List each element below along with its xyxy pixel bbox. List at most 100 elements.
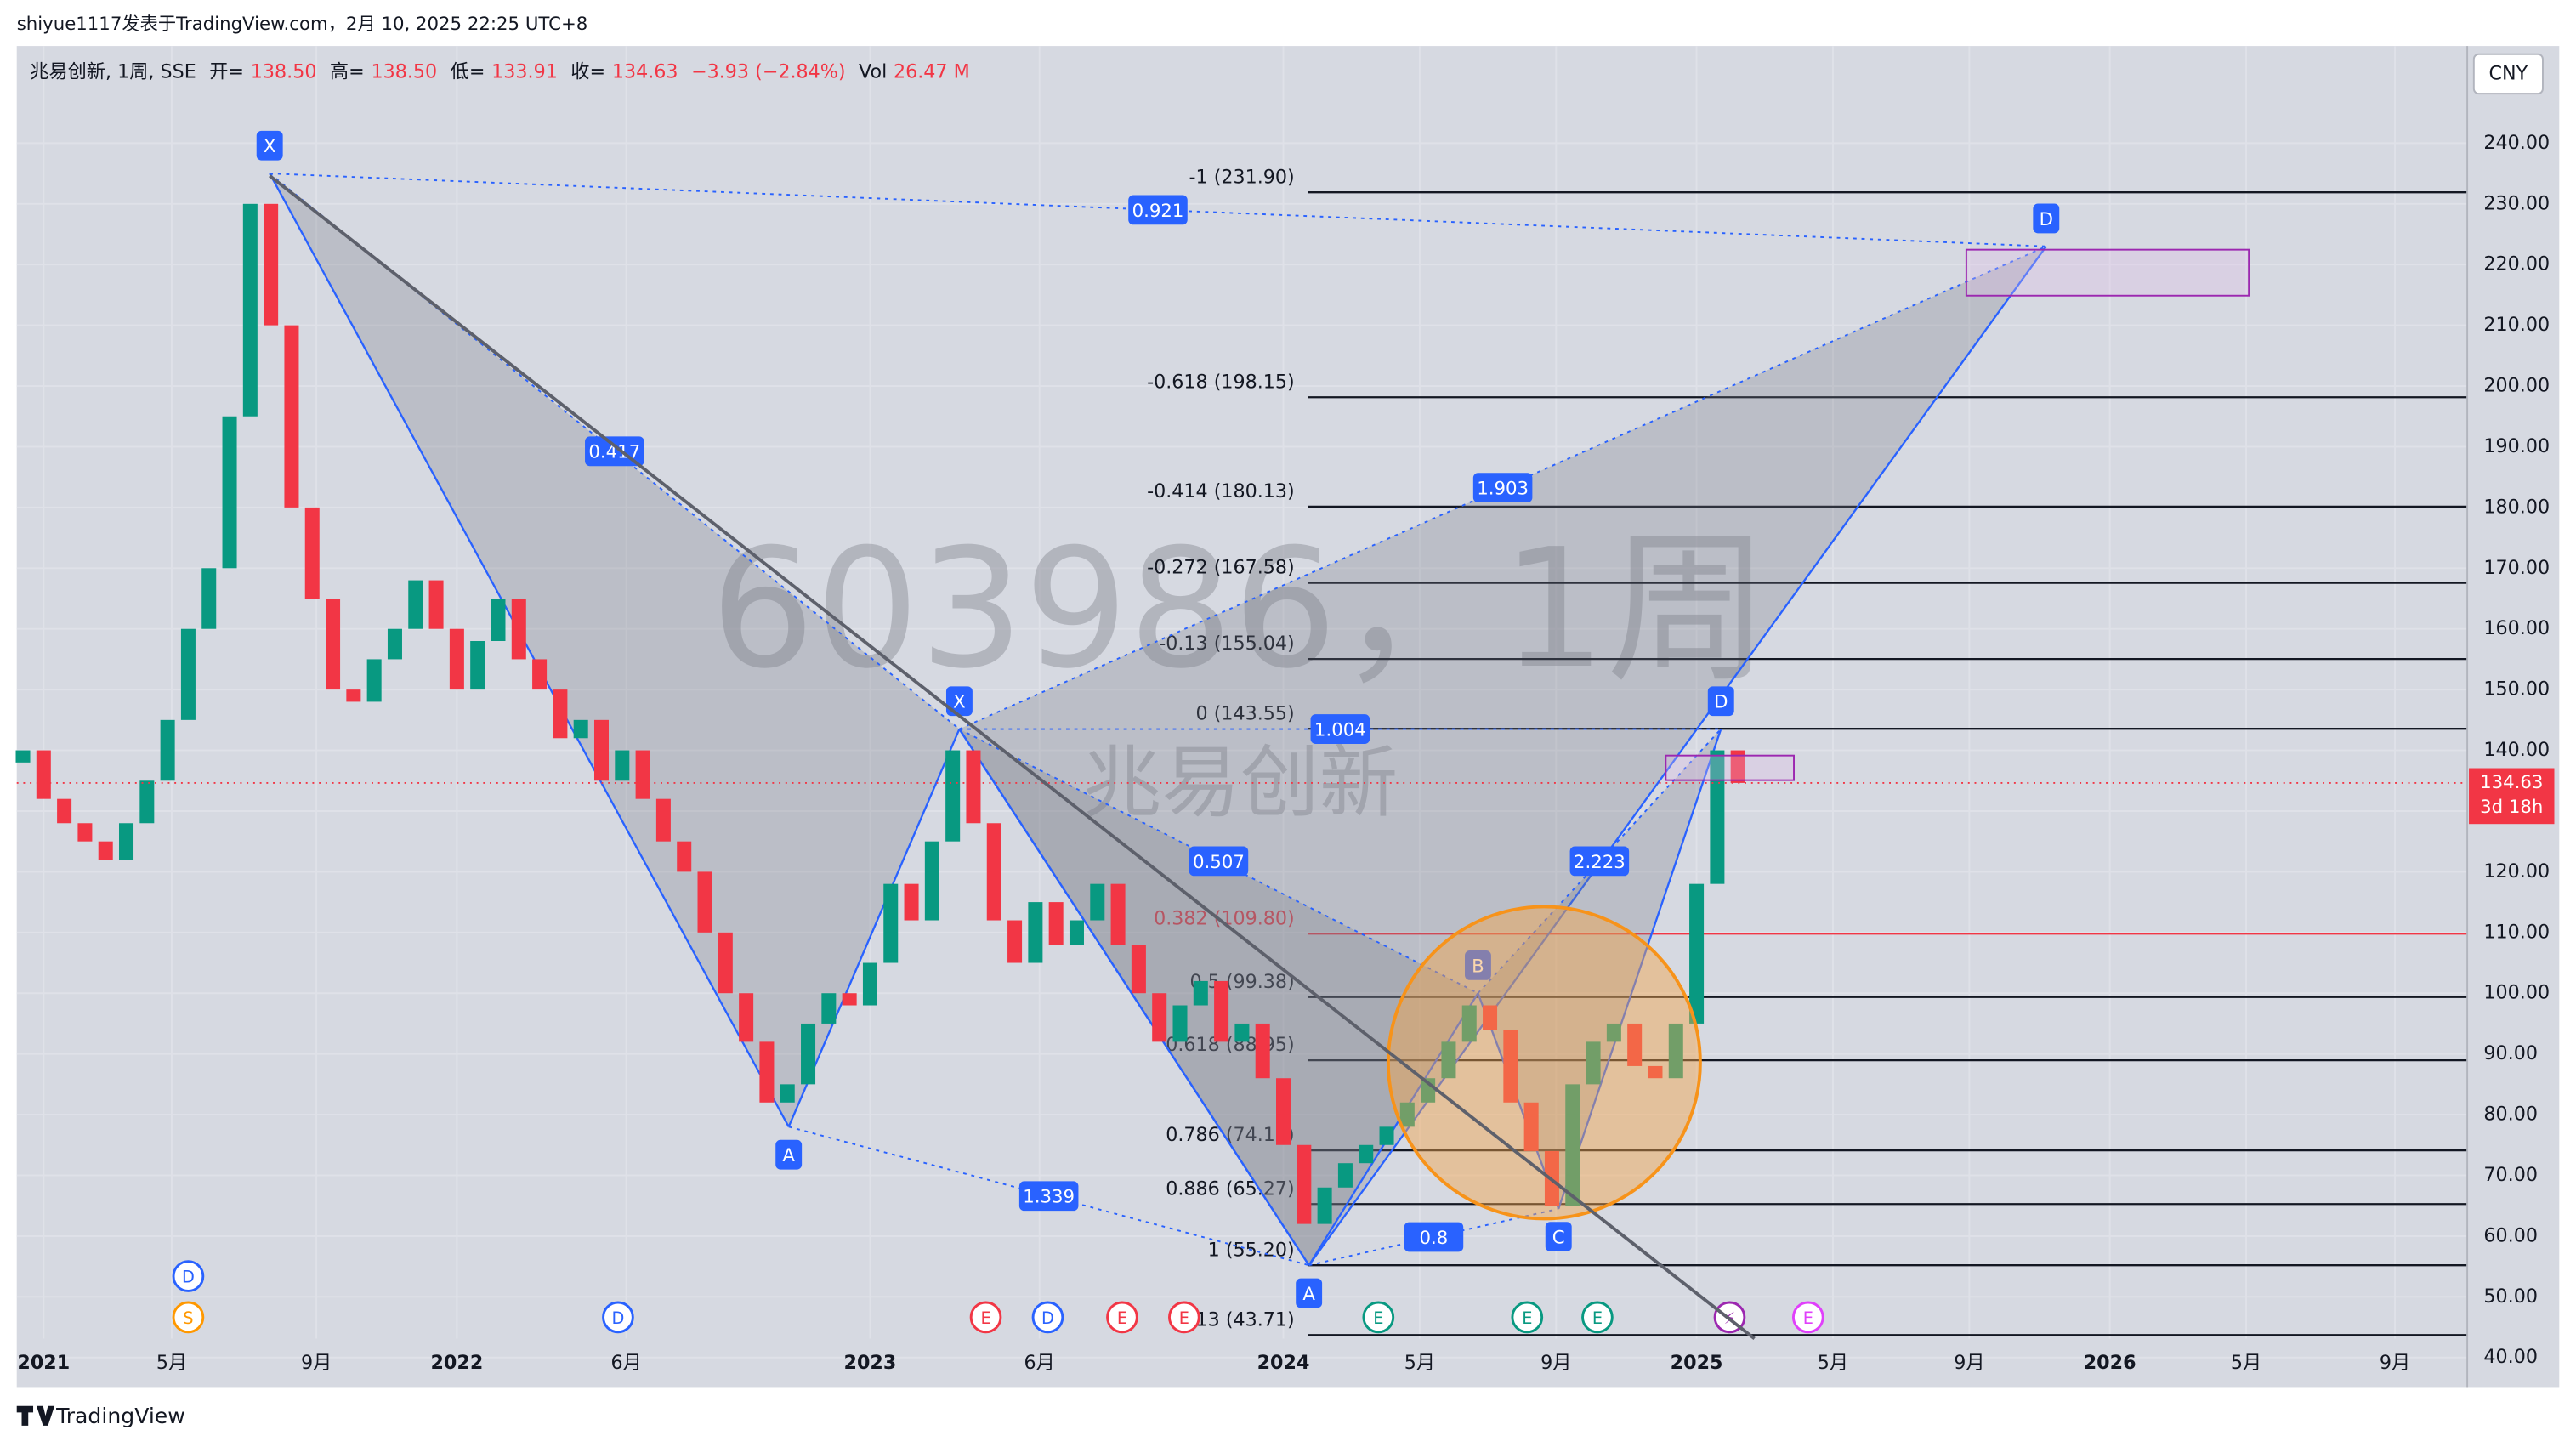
candle-body bbox=[1007, 920, 1023, 963]
candle-body bbox=[1730, 750, 1745, 783]
y-tick-label: 190.00 bbox=[2483, 435, 2550, 457]
candle-body bbox=[1399, 1102, 1415, 1127]
candle-body bbox=[655, 798, 671, 842]
point-badge bbox=[1545, 1222, 1572, 1251]
ratio-badge bbox=[1404, 1222, 1464, 1252]
event-marker bbox=[602, 1301, 634, 1334]
y-tick-label: 90.00 bbox=[2483, 1042, 2538, 1064]
chart-panel bbox=[16, 46, 2560, 1388]
event-letter: S bbox=[183, 1308, 193, 1328]
ratio-line bbox=[959, 245, 2047, 730]
legend-symbol: 兆易创新, 1周, SSE bbox=[30, 61, 196, 83]
candle-body bbox=[966, 750, 981, 824]
trend-line bbox=[269, 174, 1756, 1341]
candle-body bbox=[697, 871, 712, 933]
candle-body bbox=[945, 750, 961, 842]
candle-body bbox=[15, 750, 31, 763]
candle-body bbox=[1297, 1144, 1312, 1224]
candle-body bbox=[1172, 1005, 1188, 1042]
x-tick-label: 9月 bbox=[1540, 1352, 1571, 1374]
candle-body bbox=[1048, 902, 1064, 945]
candle-body bbox=[36, 750, 51, 799]
y-tick-label: 200.00 bbox=[2483, 375, 2550, 397]
highlight-circle bbox=[1386, 905, 1702, 1221]
candle-body bbox=[739, 993, 754, 1042]
x-tick-label: 5月 bbox=[1404, 1352, 1435, 1374]
fib-label: -0.618 (198.15) bbox=[1147, 371, 1295, 393]
pattern-shade bbox=[959, 246, 2046, 1266]
candle-body bbox=[1152, 993, 1167, 1042]
target-zone bbox=[1965, 248, 2250, 297]
point-label: B bbox=[1472, 956, 1484, 977]
legend-field-value: 138.50 bbox=[371, 61, 437, 83]
candle-body bbox=[842, 993, 857, 1006]
fib-label: 0.886 (65.27) bbox=[1166, 1177, 1295, 1200]
candle-body bbox=[1317, 1187, 1332, 1224]
candle-body bbox=[718, 932, 733, 994]
event-marker bbox=[1511, 1301, 1544, 1334]
fib-label: -1 (231.90) bbox=[1189, 166, 1295, 188]
candle-body bbox=[532, 659, 548, 690]
candle-body bbox=[553, 689, 568, 739]
candle-body bbox=[573, 719, 588, 739]
candle-body bbox=[1503, 1030, 1518, 1103]
point-badge bbox=[256, 130, 283, 161]
x-tick-label: 9月 bbox=[1954, 1352, 1984, 1374]
ratio-label: 2.223 bbox=[1574, 852, 1626, 873]
point-badge bbox=[1464, 950, 1491, 980]
candle-body bbox=[57, 798, 72, 824]
brand-logo bbox=[16, 1405, 55, 1426]
candle-body bbox=[408, 580, 423, 629]
candle-body bbox=[904, 883, 919, 921]
currency: CNY bbox=[2489, 62, 2528, 84]
y-tick-label: 180.00 bbox=[2483, 496, 2550, 518]
candle-body bbox=[491, 599, 506, 641]
candle-body bbox=[924, 841, 939, 921]
candle-body bbox=[180, 628, 196, 720]
ratio-badge bbox=[1189, 846, 1249, 877]
event-marker bbox=[969, 1301, 1002, 1334]
ratio-label: 1.903 bbox=[1477, 479, 1529, 500]
candle-body bbox=[264, 203, 279, 326]
price-tag bbox=[2469, 768, 2555, 825]
event-marker bbox=[172, 1260, 205, 1292]
candle-body bbox=[1668, 1023, 1683, 1079]
ratio-badge bbox=[1128, 195, 1188, 225]
legend-field-label: 高= bbox=[330, 61, 365, 83]
fib-label: -0.13 (155.04) bbox=[1159, 633, 1295, 655]
ratio-label: 0.921 bbox=[1132, 201, 1184, 222]
candle-body bbox=[593, 719, 610, 781]
y-tick-label: 120.00 bbox=[2483, 860, 2550, 882]
candle-body bbox=[1586, 1041, 1601, 1085]
candle-body bbox=[759, 1041, 775, 1103]
pattern-leg bbox=[787, 729, 961, 1127]
y-tick-label: 110.00 bbox=[2483, 921, 2550, 943]
ratio-badge bbox=[1569, 846, 1630, 877]
x-tick-label: 6月 bbox=[1024, 1352, 1055, 1374]
ratio-badge bbox=[1018, 1181, 1079, 1212]
candle-body bbox=[1255, 1023, 1270, 1079]
candle-body bbox=[1648, 1065, 1663, 1079]
candle-body bbox=[304, 507, 320, 599]
event-letter: E bbox=[1373, 1308, 1383, 1328]
currency-badge[interactable] bbox=[2472, 53, 2544, 95]
candle-body bbox=[1483, 1005, 1498, 1030]
y-tick-label: 150.00 bbox=[2483, 678, 2550, 701]
candle-body bbox=[428, 580, 444, 629]
legend-field-value: 134.63 bbox=[612, 61, 678, 83]
ratio-line bbox=[1308, 1207, 1559, 1267]
x-tick-label: 2022 bbox=[430, 1352, 483, 1374]
ratio-badge bbox=[1310, 714, 1370, 744]
watermark: 603986，1周 bbox=[711, 514, 1771, 705]
candle-body bbox=[1627, 1023, 1643, 1066]
event-letter: D bbox=[182, 1268, 195, 1287]
plot: 40.00 50.00 60.00 70.00 80.00 90.00 100.00 110.… bbox=[15, 46, 2555, 1374]
event-marker bbox=[172, 1301, 205, 1334]
ratio-line bbox=[958, 728, 1478, 995]
candle-body bbox=[1214, 980, 1229, 1042]
candle-body bbox=[1359, 1144, 1374, 1164]
event-letter: D bbox=[612, 1308, 625, 1328]
event-marker bbox=[1168, 1301, 1200, 1334]
y-tick-label: 80.00 bbox=[2483, 1104, 2538, 1126]
event-letter: E bbox=[1803, 1308, 1813, 1328]
